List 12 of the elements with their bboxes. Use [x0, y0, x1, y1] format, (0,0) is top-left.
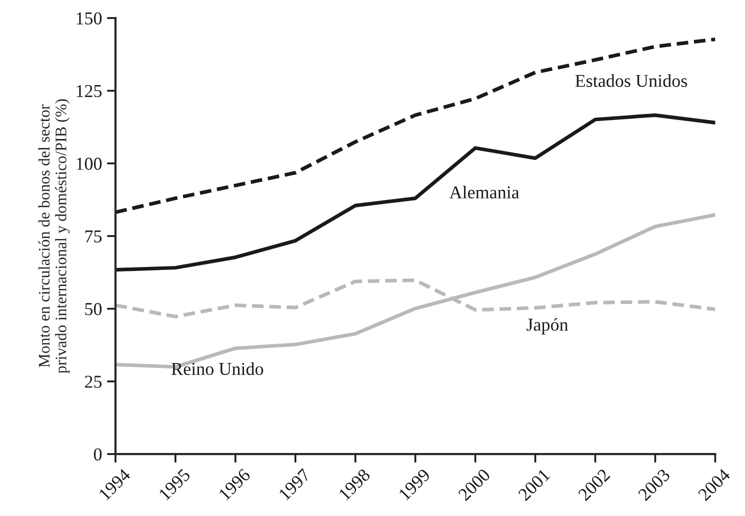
series-label: Estados Unidos — [575, 74, 688, 87]
series-label: Japón — [526, 318, 568, 334]
y-tick-label: 125 — [76, 85, 102, 98]
y-tick-label: 50 — [85, 302, 102, 316]
y-tick-label: 25 — [85, 376, 102, 388]
y-tick-label: 150 — [76, 12, 102, 24]
series-label: Alemania — [449, 186, 520, 198]
series-label: Reino Unido — [172, 362, 264, 376]
y-axis-title: Monto en circulación de bonos del sector privado internacional y doméstico/PIB (%) — [38, 99, 70, 374]
y-tick-label: 100 — [76, 158, 102, 170]
y-tick-label: 75 — [85, 230, 102, 243]
y-tick-label: 0 — [94, 448, 102, 461]
